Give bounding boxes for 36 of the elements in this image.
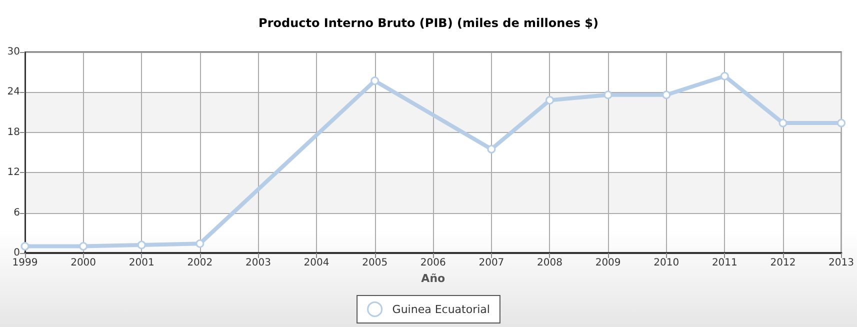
x-axis-title: Año <box>421 272 446 285</box>
point <box>196 239 204 248</box>
x-tick-label: 2002 <box>187 258 213 268</box>
x-tick-label: 2000 <box>70 258 96 268</box>
point <box>79 242 88 251</box>
x-tick-label: 1999 <box>12 258 38 268</box>
x-tick-label: 2009 <box>595 258 621 268</box>
point <box>137 240 146 250</box>
x-tick-label: 2007 <box>478 258 504 268</box>
x-tick-label: 2011 <box>712 258 738 268</box>
point <box>370 76 380 86</box>
y-tick-label: 30 <box>7 46 20 58</box>
x-tick-label: 2006 <box>420 258 446 268</box>
y-tick-label: 0 <box>14 248 20 258</box>
x-tick-label: 2012 <box>770 258 796 268</box>
point <box>720 72 729 80</box>
y-tick-label: 18 <box>7 126 20 138</box>
x-tick-label: 2013 <box>828 258 854 268</box>
point <box>837 118 846 128</box>
x-tick-label: 2001 <box>128 258 154 268</box>
legend-label: Guinea Ecuatorial <box>392 302 490 316</box>
x-tick-label: 2010 <box>654 258 680 268</box>
x-tick-label: 2008 <box>537 258 562 268</box>
point <box>487 144 496 154</box>
point <box>546 96 554 104</box>
y-tick-label: 6 <box>14 207 20 218</box>
x-tick-label: 2005 <box>362 258 388 268</box>
point <box>778 118 788 128</box>
y-tick-label: 12 <box>7 167 20 178</box>
point <box>604 90 612 100</box>
chart-title: Producto Interno Bruto (PIB) (miles de millones $) <box>258 16 598 30</box>
x-tick-label: 2003 <box>245 258 271 268</box>
y-tick-label: 24 <box>7 86 20 98</box>
point <box>20 242 30 251</box>
point <box>662 90 671 100</box>
x-tick-label: 2004 <box>304 258 330 268</box>
